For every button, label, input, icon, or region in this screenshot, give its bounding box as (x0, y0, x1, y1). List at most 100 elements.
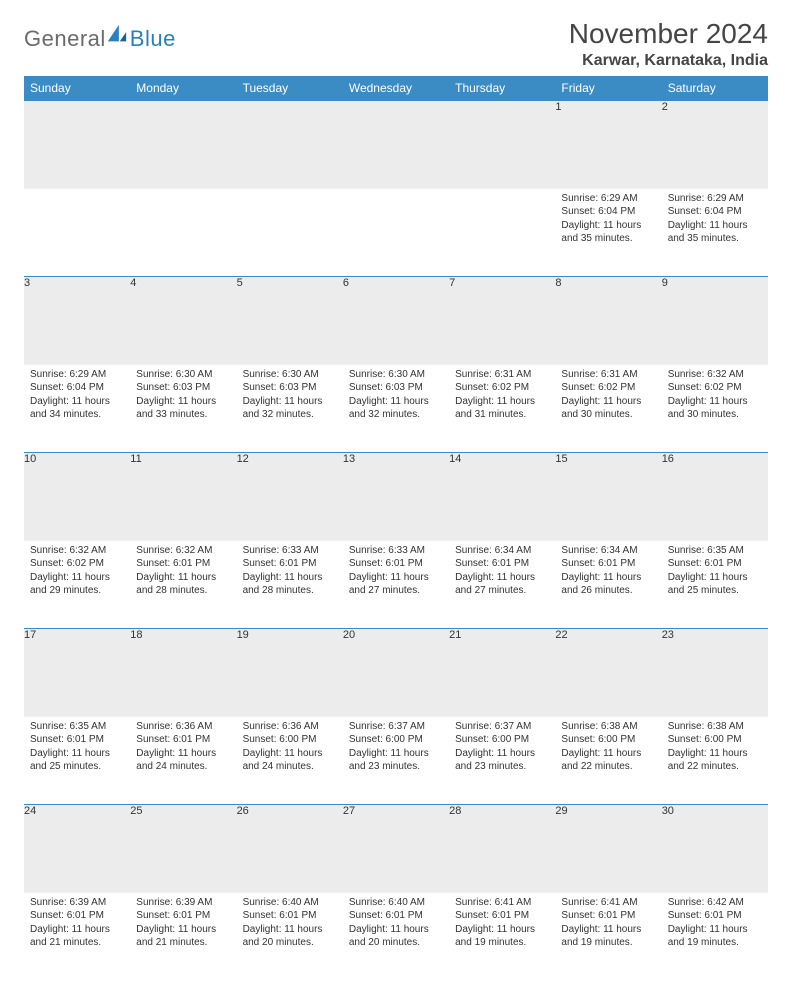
day-cell: Sunrise: 6:32 AMSunset: 6:01 PMDaylight:… (130, 541, 236, 629)
day-cell: Sunrise: 6:30 AMSunset: 6:03 PMDaylight:… (343, 365, 449, 453)
day-number-cell (449, 101, 555, 189)
weekday-header: Friday (555, 76, 661, 101)
sunset-text: Sunset: 6:00 PM (455, 733, 549, 747)
week-row: Sunrise: 6:35 AMSunset: 6:01 PMDaylight:… (24, 717, 768, 805)
daylight-text: and 24 minutes. (243, 760, 337, 774)
day-number-cell: 10 (24, 453, 130, 541)
daylight-text: and 20 minutes. (349, 936, 443, 950)
daylight-text: and 31 minutes. (455, 408, 549, 422)
day-cell: Sunrise: 6:35 AMSunset: 6:01 PMDaylight:… (662, 541, 768, 629)
day-number-cell (24, 101, 130, 189)
day-cell: Sunrise: 6:40 AMSunset: 6:01 PMDaylight:… (237, 893, 343, 981)
daylight-text: and 23 minutes. (455, 760, 549, 774)
sunset-text: Sunset: 6:01 PM (136, 909, 230, 923)
week-row: Sunrise: 6:29 AMSunset: 6:04 PMDaylight:… (24, 365, 768, 453)
daynum-row: 12 (24, 101, 768, 189)
sunset-text: Sunset: 6:01 PM (243, 909, 337, 923)
day-number-cell: 22 (555, 629, 661, 717)
day-details: Sunrise: 6:38 AMSunset: 6:00 PMDaylight:… (662, 717, 768, 780)
sunset-text: Sunset: 6:01 PM (136, 733, 230, 747)
daylight-text: Daylight: 11 hours (561, 395, 655, 409)
sunrise-text: Sunrise: 6:42 AM (668, 896, 762, 910)
sunrise-text: Sunrise: 6:40 AM (349, 896, 443, 910)
day-cell: Sunrise: 6:32 AMSunset: 6:02 PMDaylight:… (24, 541, 130, 629)
day-cell: Sunrise: 6:41 AMSunset: 6:01 PMDaylight:… (555, 893, 661, 981)
month-title: November 2024 (569, 18, 768, 50)
daylight-text: Daylight: 11 hours (349, 747, 443, 761)
sunset-text: Sunset: 6:04 PM (561, 205, 655, 219)
day-number-cell (237, 101, 343, 189)
sunset-text: Sunset: 6:04 PM (668, 205, 762, 219)
daylight-text: Daylight: 11 hours (136, 923, 230, 937)
weekday-header: Saturday (662, 76, 768, 101)
day-number-cell: 24 (24, 805, 130, 893)
day-number-cell: 17 (24, 629, 130, 717)
day-cell: Sunrise: 6:41 AMSunset: 6:01 PMDaylight:… (449, 893, 555, 981)
day-details: Sunrise: 6:41 AMSunset: 6:01 PMDaylight:… (449, 893, 555, 956)
day-cell: Sunrise: 6:29 AMSunset: 6:04 PMDaylight:… (555, 189, 661, 277)
day-number-cell: 2 (662, 101, 768, 189)
sunset-text: Sunset: 6:01 PM (30, 733, 124, 747)
day-cell: Sunrise: 6:33 AMSunset: 6:01 PMDaylight:… (343, 541, 449, 629)
daylight-text: and 25 minutes. (668, 584, 762, 598)
day-details: Sunrise: 6:41 AMSunset: 6:01 PMDaylight:… (555, 893, 661, 956)
daylight-text: and 27 minutes. (455, 584, 549, 598)
day-cell: Sunrise: 6:42 AMSunset: 6:01 PMDaylight:… (662, 893, 768, 981)
day-details: Sunrise: 6:29 AMSunset: 6:04 PMDaylight:… (662, 189, 768, 252)
daylight-text: and 34 minutes. (30, 408, 124, 422)
weekday-header: Sunday (24, 76, 130, 101)
daylight-text: and 29 minutes. (30, 584, 124, 598)
sunrise-text: Sunrise: 6:38 AM (668, 720, 762, 734)
day-cell (24, 189, 130, 277)
day-details: Sunrise: 6:36 AMSunset: 6:01 PMDaylight:… (130, 717, 236, 780)
calendar-head: SundayMondayTuesdayWednesdayThursdayFrid… (24, 76, 768, 101)
day-number-cell: 3 (24, 277, 130, 365)
daylight-text: Daylight: 11 hours (349, 395, 443, 409)
daylight-text: and 28 minutes. (243, 584, 337, 598)
sunrise-text: Sunrise: 6:33 AM (243, 544, 337, 558)
week-row: Sunrise: 6:29 AMSunset: 6:04 PMDaylight:… (24, 189, 768, 277)
sunset-text: Sunset: 6:01 PM (243, 557, 337, 571)
day-number-cell: 16 (662, 453, 768, 541)
day-cell: Sunrise: 6:30 AMSunset: 6:03 PMDaylight:… (237, 365, 343, 453)
day-cell (343, 189, 449, 277)
day-cell: Sunrise: 6:31 AMSunset: 6:02 PMDaylight:… (449, 365, 555, 453)
day-cell: Sunrise: 6:40 AMSunset: 6:01 PMDaylight:… (343, 893, 449, 981)
daylight-text: and 19 minutes. (668, 936, 762, 950)
day-number-cell: 5 (237, 277, 343, 365)
day-cell: Sunrise: 6:38 AMSunset: 6:00 PMDaylight:… (662, 717, 768, 805)
day-number-cell: 6 (343, 277, 449, 365)
daylight-text: and 22 minutes. (561, 760, 655, 774)
daynum-row: 17181920212223 (24, 629, 768, 717)
day-details: Sunrise: 6:34 AMSunset: 6:01 PMDaylight:… (449, 541, 555, 604)
sunset-text: Sunset: 6:00 PM (668, 733, 762, 747)
daylight-text: Daylight: 11 hours (668, 747, 762, 761)
day-details: Sunrise: 6:31 AMSunset: 6:02 PMDaylight:… (449, 365, 555, 428)
sunrise-text: Sunrise: 6:30 AM (349, 368, 443, 382)
sunrise-text: Sunrise: 6:37 AM (455, 720, 549, 734)
day-cell: Sunrise: 6:32 AMSunset: 6:02 PMDaylight:… (662, 365, 768, 453)
daylight-text: and 20 minutes. (243, 936, 337, 950)
day-details: Sunrise: 6:33 AMSunset: 6:01 PMDaylight:… (237, 541, 343, 604)
sunset-text: Sunset: 6:01 PM (30, 909, 124, 923)
sail-icon (106, 23, 128, 45)
daylight-text: and 32 minutes. (243, 408, 337, 422)
header: General Blue November 2024 Karwar, Karna… (24, 18, 768, 70)
day-number-cell: 13 (343, 453, 449, 541)
day-number-cell (130, 101, 236, 189)
day-details: Sunrise: 6:30 AMSunset: 6:03 PMDaylight:… (343, 365, 449, 428)
daylight-text: Daylight: 11 hours (136, 395, 230, 409)
daylight-text: Daylight: 11 hours (243, 747, 337, 761)
daylight-text: and 32 minutes. (349, 408, 443, 422)
daylight-text: Daylight: 11 hours (349, 923, 443, 937)
sunrise-text: Sunrise: 6:34 AM (455, 544, 549, 558)
day-cell: Sunrise: 6:38 AMSunset: 6:00 PMDaylight:… (555, 717, 661, 805)
day-number-cell: 19 (237, 629, 343, 717)
sunrise-text: Sunrise: 6:35 AM (30, 720, 124, 734)
day-cell: Sunrise: 6:35 AMSunset: 6:01 PMDaylight:… (24, 717, 130, 805)
sunset-text: Sunset: 6:01 PM (349, 557, 443, 571)
sunrise-text: Sunrise: 6:40 AM (243, 896, 337, 910)
sunset-text: Sunset: 6:02 PM (668, 381, 762, 395)
daylight-text: and 19 minutes. (455, 936, 549, 950)
sunrise-text: Sunrise: 6:37 AM (349, 720, 443, 734)
